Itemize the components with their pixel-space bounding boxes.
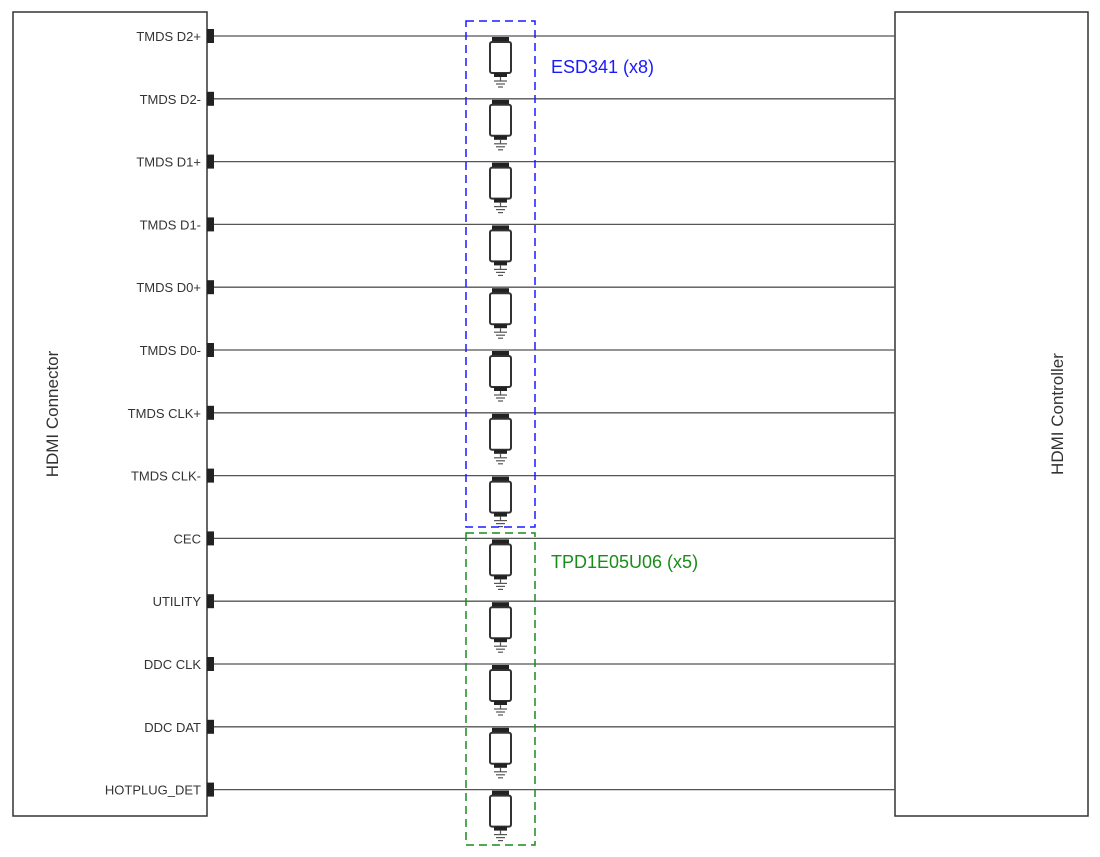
esd-diode-icon: [492, 351, 509, 356]
esd-diode-body: [489, 166, 512, 200]
esd-pad: [494, 701, 507, 705]
esd-diode-body: [489, 731, 512, 765]
hdmi-connector-label: HDMI Connector: [43, 350, 62, 477]
signal-label: DDC DAT: [144, 720, 201, 735]
esd-pad: [494, 198, 507, 203]
signal-label: TMDS CLK+: [128, 406, 201, 421]
signal-label: TMDS D1+: [136, 155, 201, 170]
signal-label: TMDS D1-: [140, 217, 201, 232]
signal-label: CEC: [174, 531, 201, 546]
signal-label: TMDS D0+: [136, 280, 201, 295]
esd-pad: [494, 512, 507, 517]
pin: [207, 91, 214, 106]
hdmi-controller-block: [894, 11, 1089, 817]
esd-diode-body: [489, 103, 512, 137]
esd-diode-icon: [492, 288, 509, 294]
pin: [207, 343, 214, 357]
pin: [207, 531, 214, 546]
signal-label: TMDS D2-: [140, 92, 201, 107]
esd-diode-body: [489, 606, 512, 640]
signal-label: HOTPLUG_DET: [105, 783, 201, 798]
esd-diode-icon: [492, 162, 509, 168]
esd-pad: [494, 763, 507, 768]
esd-pad: [494, 135, 507, 140]
esd-diode-body: [489, 794, 512, 828]
esd341-label: ESD341 (x8): [551, 57, 654, 77]
pin: [207, 29, 214, 43]
pin: [207, 154, 214, 169]
esd-diode-body: [489, 41, 512, 74]
esd-diode-body: [489, 543, 512, 577]
pin: [207, 719, 214, 734]
signal-label: UTILITY: [153, 594, 202, 609]
pin: [207, 782, 214, 797]
esd-diode-icon: [492, 476, 509, 482]
esd-diode-body: [489, 480, 512, 514]
esd-pad: [494, 73, 507, 77]
pin: [207, 405, 214, 420]
tpd1e05u06-label: TPD1E05U06 (x5): [551, 552, 698, 572]
esd-diode-body: [489, 417, 512, 451]
esd-pad: [494, 826, 507, 831]
signal-label: TMDS CLK-: [131, 469, 201, 484]
pin: [207, 280, 214, 295]
esd-diode-body: [489, 292, 512, 326]
signal-label: TMDS D0-: [140, 343, 201, 358]
esd-diode-icon: [492, 225, 509, 231]
signal-label: TMDS D2+: [136, 29, 201, 44]
esd-diode-icon: [492, 99, 509, 105]
pin: [207, 657, 214, 671]
hdmi-connector-block: [12, 11, 208, 817]
esd-diode-icon: [492, 37, 509, 42]
esd-pad: [494, 261, 507, 266]
pin: [207, 594, 214, 609]
esd-diode-icon: [492, 790, 509, 796]
signal-label: DDC CLK: [144, 657, 201, 672]
esd-pad: [494, 324, 507, 329]
esd-pad: [494, 449, 507, 454]
pin: [207, 217, 214, 232]
esd-diode-icon: [492, 727, 509, 733]
esd-diode-body: [489, 355, 512, 388]
esd-diode-icon: [492, 413, 509, 419]
esd-pad: [494, 387, 507, 391]
esd-diode-body: [489, 669, 512, 702]
esd341-group-box: [465, 20, 536, 528]
esd-pad: [494, 575, 507, 580]
esd-diode-icon: [492, 602, 509, 608]
esd-diode-icon: [492, 539, 509, 545]
esd-diode-body: [489, 229, 512, 263]
esd-pad: [494, 638, 507, 643]
hdmi-controller-label: HDMI Controller: [1048, 353, 1067, 475]
tpd1e05u06-group-box: [465, 532, 536, 846]
esd-diode-icon: [492, 665, 509, 670]
pin: [207, 468, 214, 483]
